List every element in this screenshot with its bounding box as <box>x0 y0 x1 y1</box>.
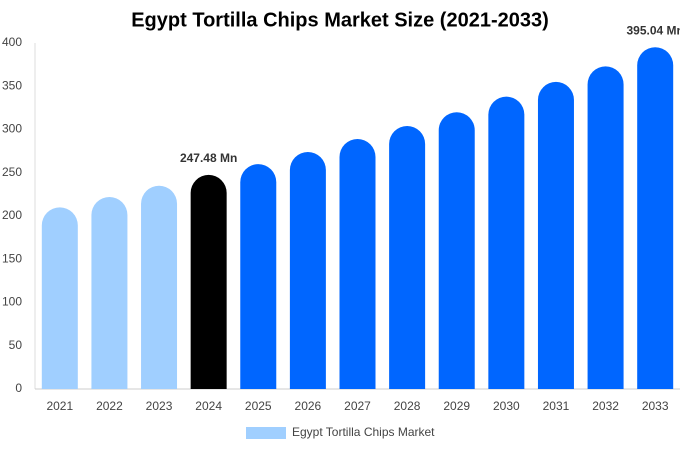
bar <box>91 196 128 389</box>
x-tick-label: 2030 <box>493 399 520 413</box>
x-tick-label: 2026 <box>295 399 322 413</box>
bar <box>587 66 624 389</box>
x-tick-label: 2024 <box>195 399 222 413</box>
y-tick-label: 100 <box>2 295 22 309</box>
bar <box>190 174 227 389</box>
x-tick-label: 2027 <box>344 399 371 413</box>
y-tick-label: 0 <box>15 381 22 395</box>
x-tick-label: 2029 <box>443 399 470 413</box>
y-tick-label: 150 <box>2 251 22 265</box>
y-tick-label: 200 <box>2 208 22 222</box>
bar <box>438 112 475 389</box>
x-tick-label: 2031 <box>543 399 570 413</box>
y-tick-label: 400 <box>2 35 22 49</box>
bar <box>537 81 574 390</box>
bar <box>339 139 376 389</box>
x-tick-label: 2023 <box>146 399 173 413</box>
y-tick-label: 300 <box>2 122 22 136</box>
bar <box>240 164 277 389</box>
x-tick-label: 2021 <box>46 399 73 413</box>
x-tick-label: 2032 <box>592 399 619 413</box>
bar <box>289 151 326 389</box>
x-tick-label: 2028 <box>394 399 421 413</box>
chart-title: Egypt Tortilla Chips Market Size (2021-2… <box>131 9 549 31</box>
y-tick-label: 350 <box>2 78 22 92</box>
bar <box>41 207 78 389</box>
legend-label: Egypt Tortilla Chips Market <box>292 425 435 439</box>
value-label: 247.48 Mn <box>180 151 237 165</box>
x-tick-label: 2025 <box>245 399 272 413</box>
y-tick-label: 50 <box>9 338 23 352</box>
y-tick-label: 250 <box>2 165 22 179</box>
bar <box>389 126 426 390</box>
legend-swatch <box>246 427 286 439</box>
bar <box>637 47 674 389</box>
x-tick-label: 2022 <box>96 399 123 413</box>
value-label: 395.04 Mn <box>627 23 680 37</box>
bar <box>141 185 178 389</box>
bar <box>488 96 525 390</box>
x-tick-label: 2033 <box>642 399 669 413</box>
